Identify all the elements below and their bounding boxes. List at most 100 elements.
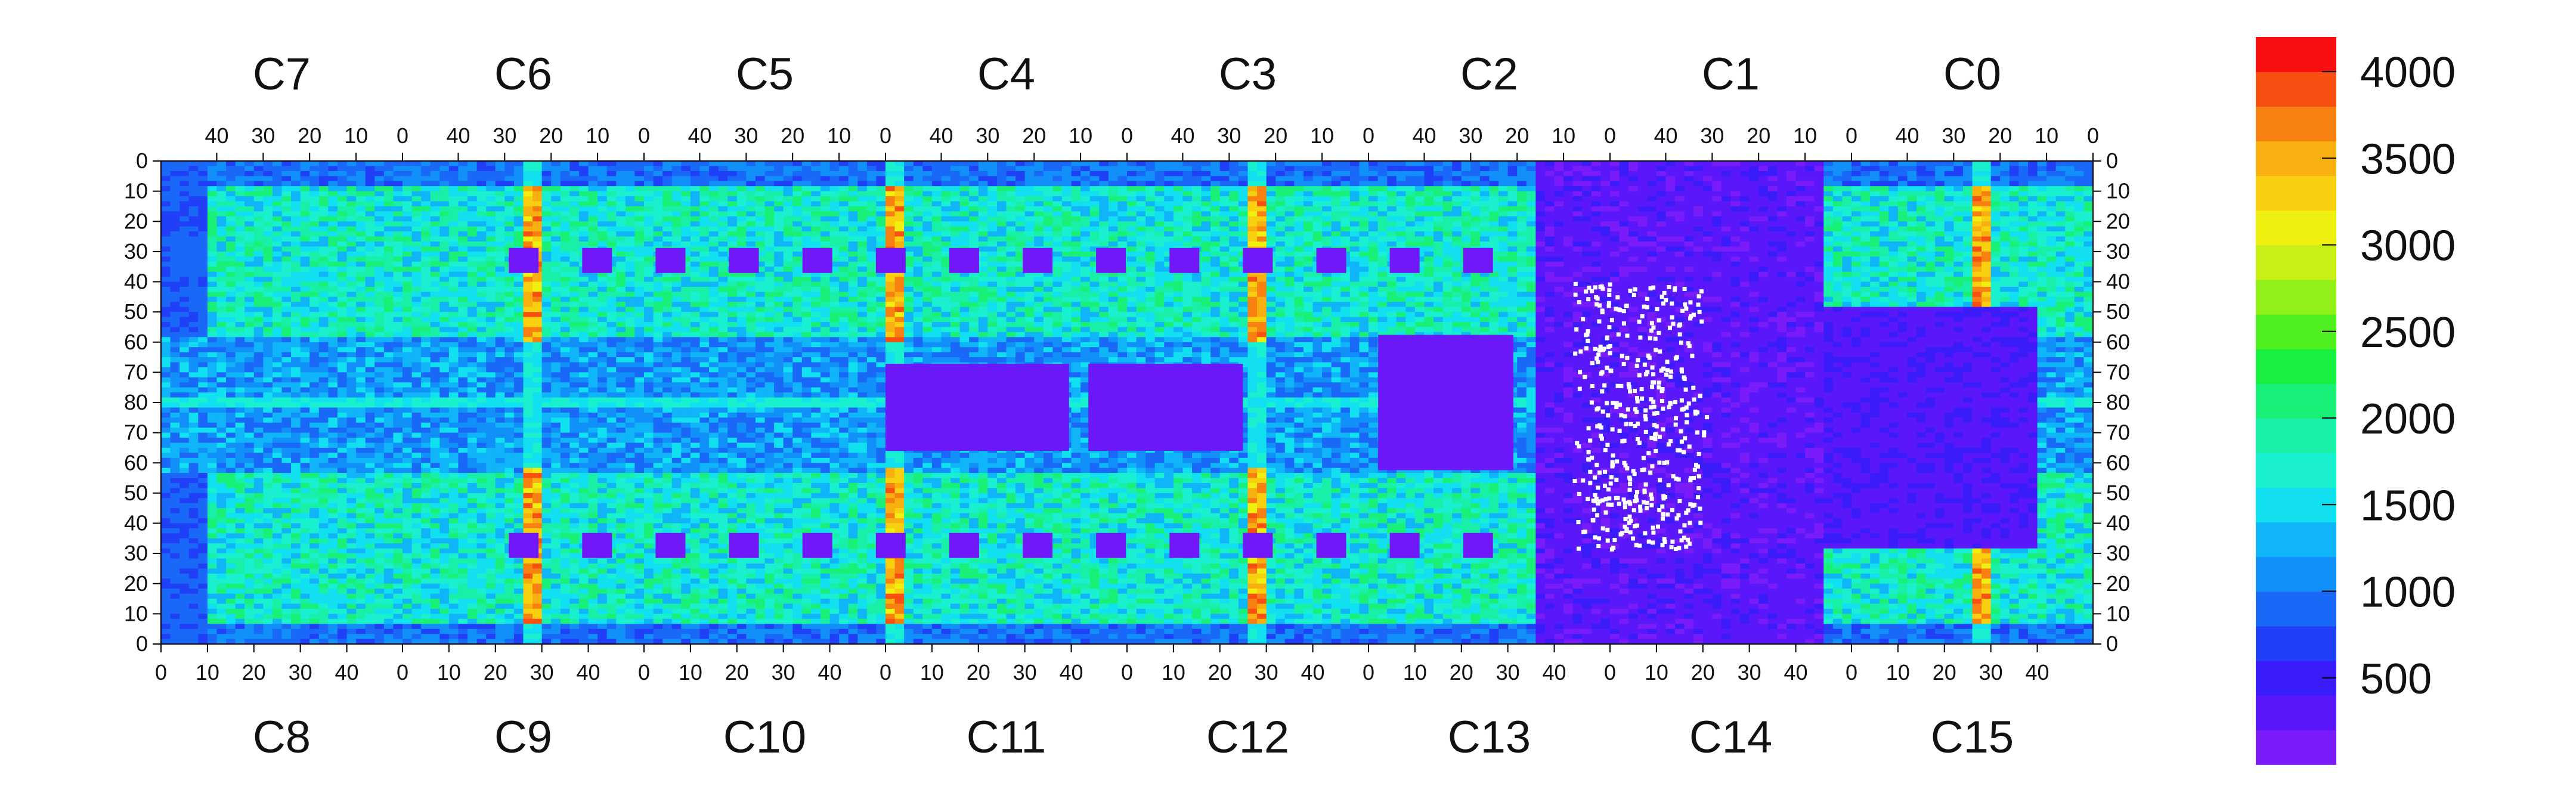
heatmap-cell [458,226,468,232]
heatmap-cell [1284,221,1295,227]
heatmap-cell [1730,256,1741,262]
heatmap-cell [718,191,728,197]
heatmap-cell [2083,176,2094,182]
heatmap-cell [950,226,961,232]
heatmap-cell [1591,246,1602,252]
heatmap-cell [987,216,998,222]
heatmap-cell [1628,236,1639,242]
heatmap-cell [1981,226,1992,232]
heatmap-cell [1962,216,1973,222]
heatmap-cell [839,206,849,212]
heatmap-cell [1219,171,1230,177]
heatmap-cell [551,186,561,192]
heatmap-cell [1034,171,1044,177]
heatmap-cell [588,221,598,227]
heatmap-cell [430,231,440,237]
heatmap-cell [560,201,570,207]
heatmap-cell [300,267,310,273]
heatmap-cell [1340,176,1351,182]
heatmap-cell [671,171,682,177]
heatmap-cell [644,221,654,227]
heatmap-cell [467,171,478,177]
heatmap-cell [1210,206,1221,212]
heatmap-cell [1136,181,1146,187]
heatmap-cell [1916,216,1927,222]
heatmap-cell [1294,161,1304,167]
heatmap-cell [1442,181,1453,187]
heatmap-cell [727,221,738,227]
heatmap-cell [337,271,348,277]
heatmap-cell [597,196,608,202]
heatmap-cell [1015,196,1026,202]
heatmap-cell [1619,176,1629,182]
heatmap-cell [792,161,803,167]
heatmap-cell [1201,242,1211,247]
heatmap-cell [653,181,663,187]
heatmap-cell [2055,231,2066,237]
heatmap-cell [1507,267,1518,273]
heatmap-cell [1182,211,1193,217]
heatmap-cell [904,196,914,202]
heatmap-cell [876,231,886,237]
heatmap-cell [931,231,942,237]
heatmap-cell [1507,216,1518,222]
heatmap-cell [467,196,478,202]
heatmap-cell [383,277,394,283]
heatmap-cell [1061,161,1072,167]
heatmap-cell [931,277,942,283]
heatmap-cell [1442,256,1453,262]
heatmap-cell [1201,256,1211,262]
heatmap-cell [1637,186,1648,192]
heatmap-cell [1275,231,1286,237]
heatmap-cell [1015,261,1026,267]
heatmap-cell [1628,226,1639,232]
heatmap-cell [1944,181,1954,187]
heatmap-cell [421,261,431,267]
heatmap-cell [1517,221,1527,227]
heatmap-cell [393,191,403,197]
heatmap-cell [690,251,701,257]
heatmap-cell [662,161,673,167]
heatmap-cell [1080,221,1091,227]
heatmap-cell [1786,196,1797,202]
heatmap-cell [253,216,264,222]
heatmap-cell [922,256,933,262]
heatmap-cell [829,186,840,192]
heatmap-cell [588,242,598,247]
heatmap-cell [820,226,831,232]
heatmap-cell [365,246,375,252]
heatmap-cell [300,271,310,277]
heatmap-cell [1554,277,1564,283]
heatmap-cell [1767,256,1778,262]
heatmap-cell [1257,181,1267,187]
heatmap-cell [1647,191,1657,197]
heatmap-cell [226,221,236,227]
heatmap-cell [1712,242,1722,247]
heatmap-cell [1154,231,1165,237]
heatmap-cell [1368,206,1379,212]
heatmap-cell [281,171,292,177]
heatmap-cell [1424,242,1434,247]
heatmap-cell [2065,242,2075,247]
heatmap-cell [1832,201,1843,207]
heatmap-cell [318,246,329,252]
heatmap-cell [421,277,431,283]
heatmap-cell [876,171,886,177]
heatmap-cell [1219,206,1230,212]
heatmap-cell [950,176,961,182]
heatmap-cell [346,261,357,267]
heatmap-cell [188,191,199,197]
heatmap-cell [439,181,450,187]
heatmap-cell [1925,171,1936,177]
heatmap-cell [644,171,654,177]
heatmap-cell [1507,176,1518,182]
heatmap-cell [1907,231,1917,237]
heatmap-cell [1284,242,1295,247]
heatmap-cell [634,161,645,167]
heatmap-cell [848,191,858,197]
heatmap-cell [179,171,190,177]
heatmap-cell [1647,161,1657,167]
heatmap-cell [411,196,422,202]
heatmap-cell [393,181,403,187]
heatmap-cell [1052,236,1063,242]
